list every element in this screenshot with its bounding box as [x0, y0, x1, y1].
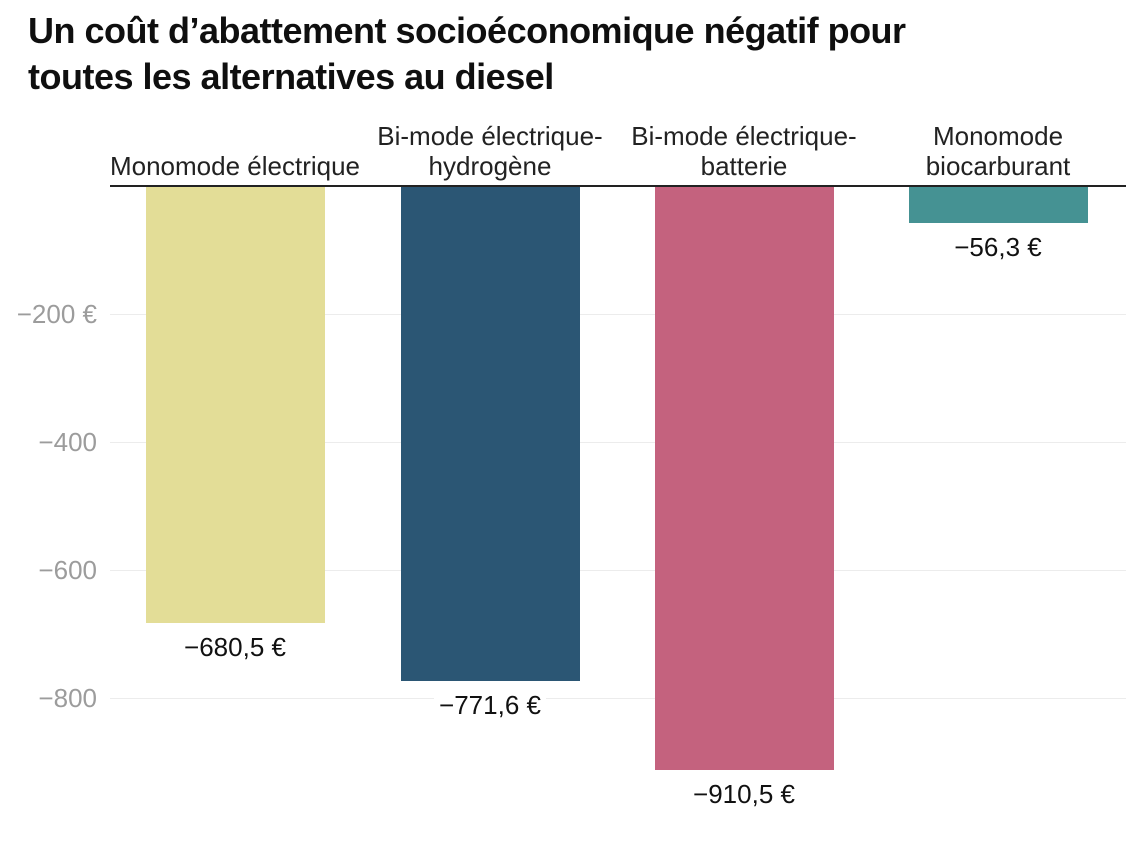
category-label-line: biocarburant: [925, 151, 1071, 181]
y-tick-label: −600: [38, 555, 97, 585]
bar: [654, 187, 834, 770]
chart-title-line-1: Un coût d’abattement socioéconomique nég…: [28, 10, 906, 51]
bar: [145, 187, 325, 623]
category-label-line: Monomode: [932, 121, 1064, 151]
category-label-line: hydrogène: [428, 151, 552, 181]
bar: [400, 187, 580, 681]
category-label: Monomode électrique: [85, 151, 385, 181]
value-label: −910,5 €: [624, 778, 864, 809]
category-label: Monomode biocarburant: [848, 121, 1140, 181]
y-tick-label: −800: [38, 683, 97, 713]
y-gridline: [110, 314, 1126, 315]
category-label-line: Bi-mode électrique-: [377, 121, 603, 151]
x-axis-baseline: [110, 185, 1126, 187]
value-label: −56,3 €: [878, 232, 1118, 263]
chart-title-line-2: toutes les alternatives au diesel: [28, 56, 554, 97]
chart-title: Un coût d’abattement socioéconomique nég…: [28, 8, 1118, 100]
value-label-text: −910,5 €: [688, 778, 800, 809]
y-gridline: [110, 698, 1126, 699]
y-tick-label: −200 €: [16, 299, 97, 329]
value-label: −680,5 €: [115, 631, 355, 662]
value-label: −771,6 €: [370, 689, 610, 720]
value-label-text: −771,6 €: [434, 689, 546, 720]
value-label-text: −56,3 €: [949, 232, 1047, 263]
category-label-line: Bi-mode électrique-: [631, 121, 857, 151]
y-gridline: [110, 442, 1126, 443]
category-label-line: Monomode électrique: [109, 151, 361, 181]
category-label: Bi-mode électrique-batterie: [594, 121, 894, 181]
y-gridline: [110, 570, 1126, 571]
value-label-text: −680,5 €: [179, 631, 291, 662]
y-tick-label: −400: [38, 427, 97, 457]
category-label-line: batterie: [700, 151, 788, 181]
bar: [908, 187, 1088, 224]
category-label: Bi-mode électrique-hydrogène: [340, 121, 640, 181]
